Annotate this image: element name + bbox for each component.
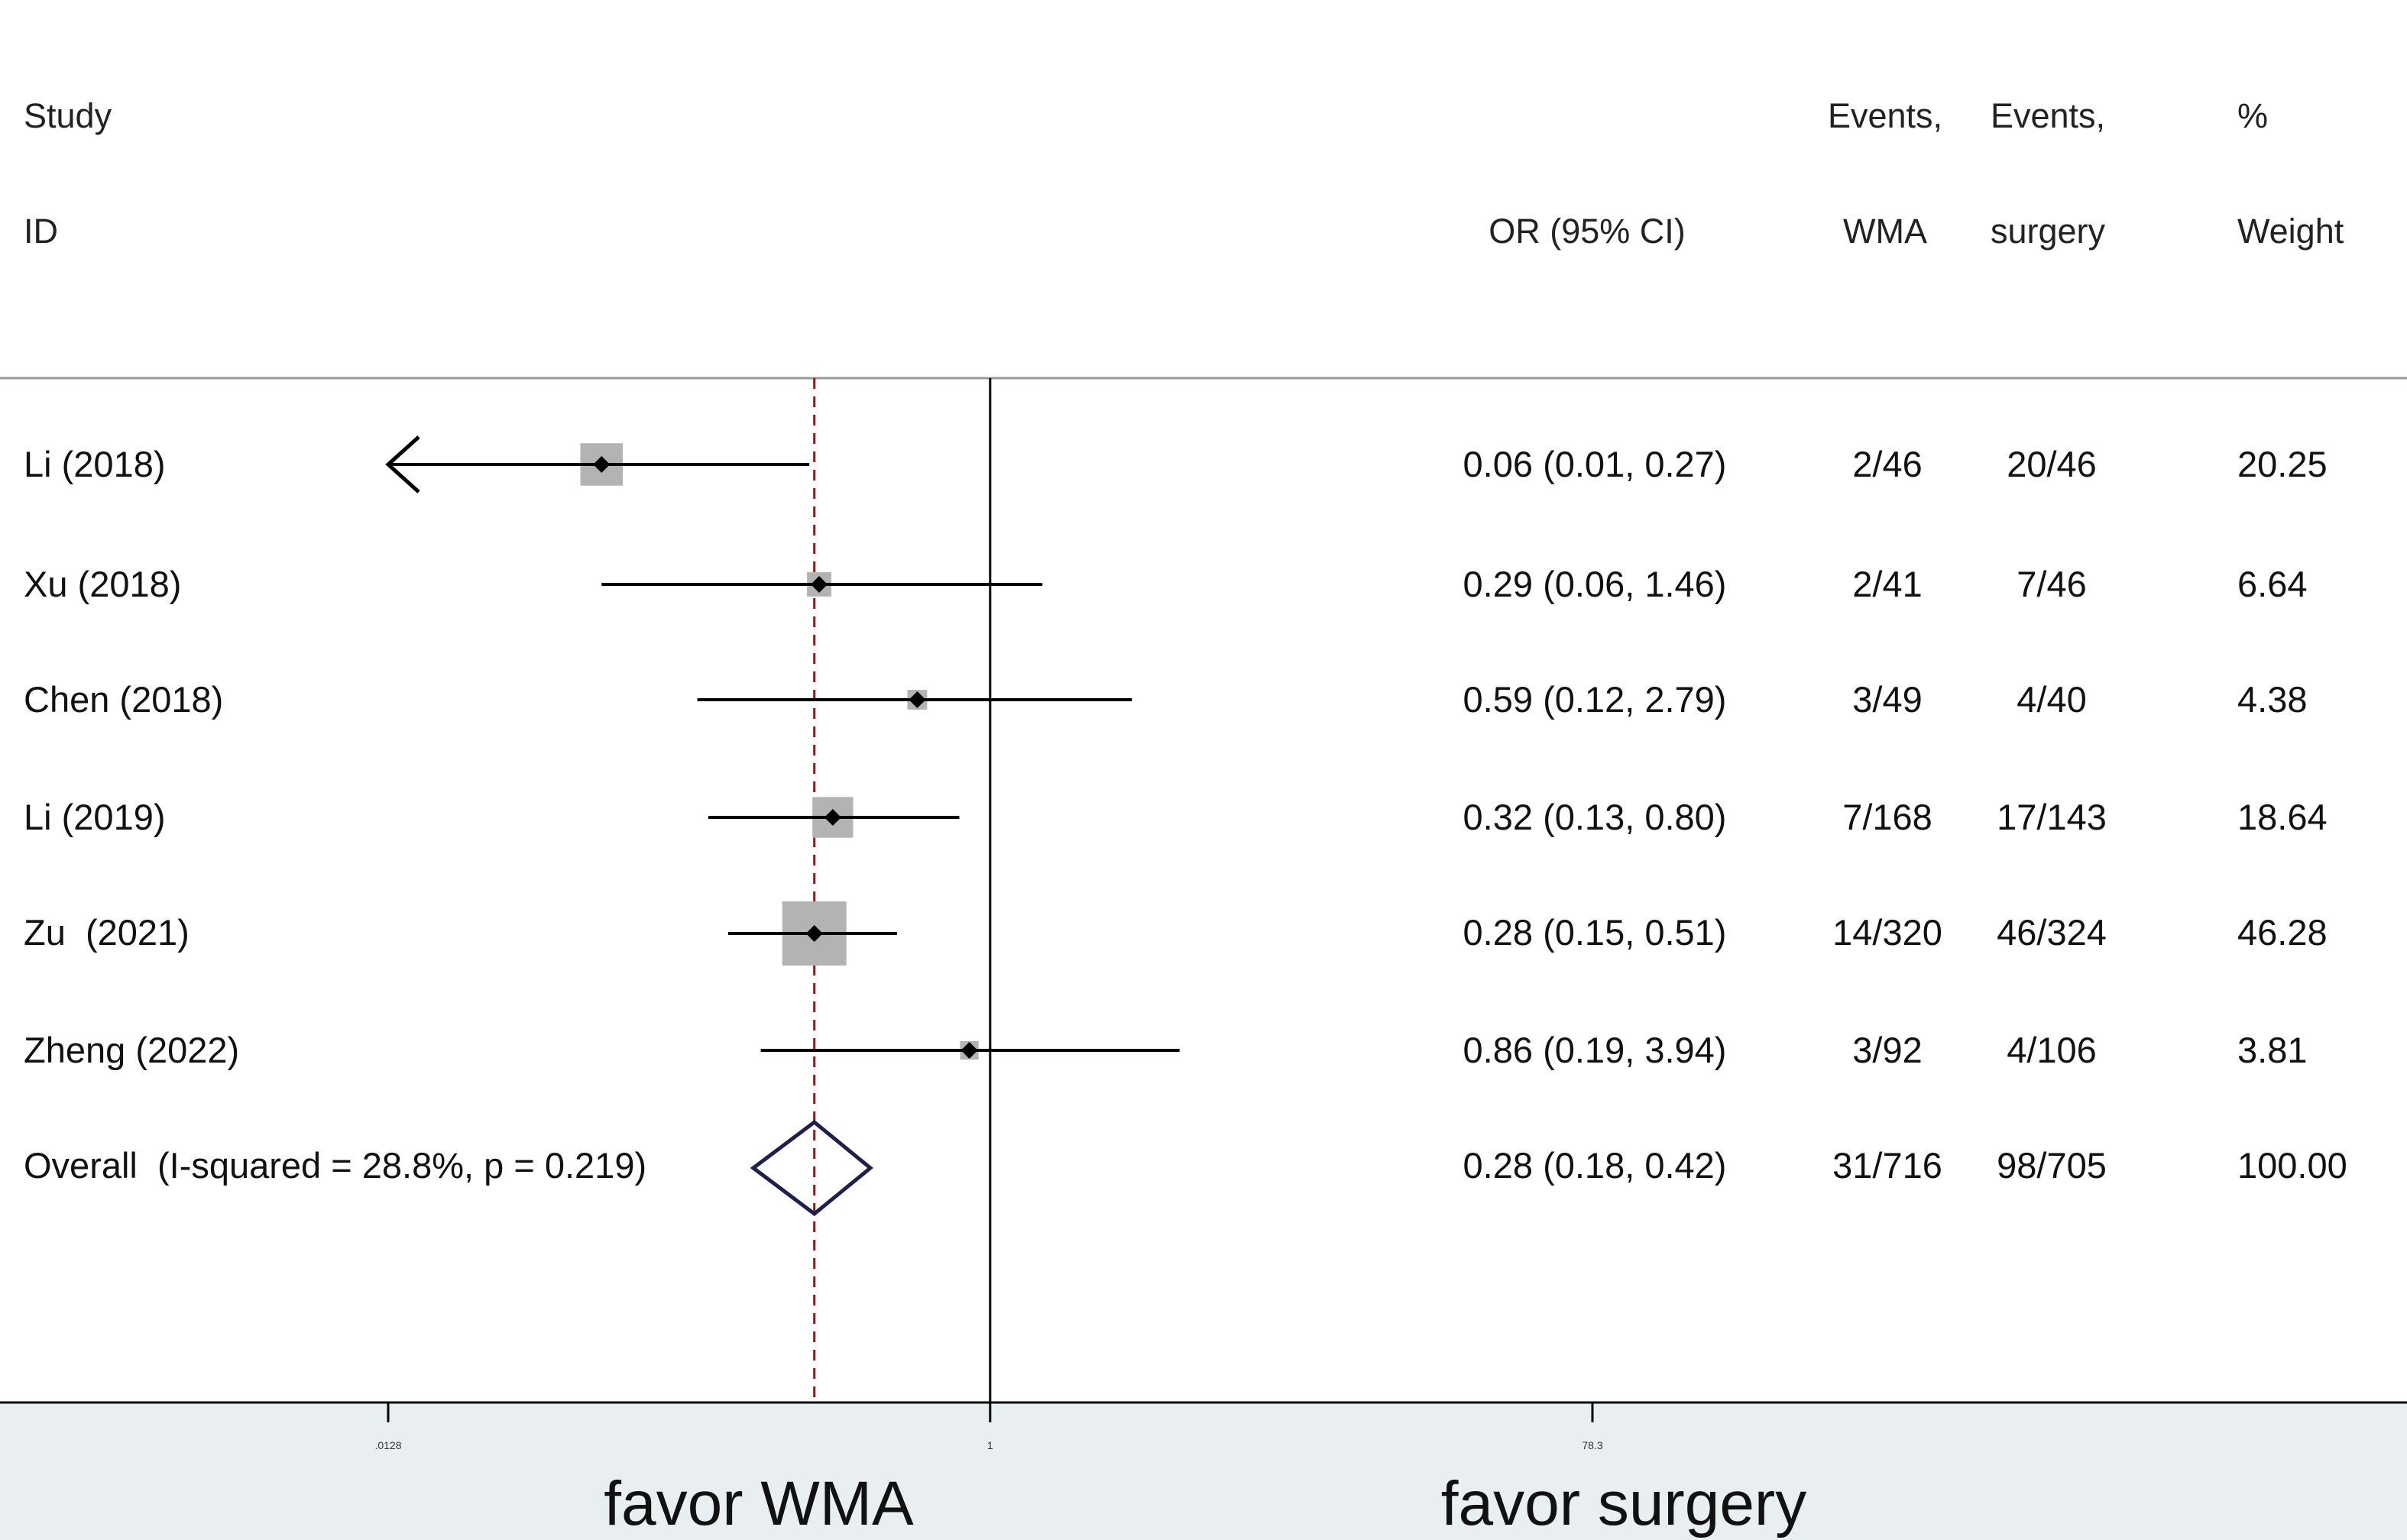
study-weight: 3.81	[2237, 1030, 2307, 1070]
header-weight-2: Weight	[2237, 212, 2344, 251]
study-row: Zheng (2022) 0.86 (0.19, 3.94) 3/92 4/10…	[24, 1030, 2307, 1070]
study-row: Li (2018) 0.06 (0.01, 0.27) 2/46 20/46 2…	[24, 444, 2328, 484]
study-name: Zheng (2022)	[24, 1030, 239, 1070]
header-events-surgery-1: Events,	[1991, 96, 2105, 135]
header-weight-1: %	[2237, 96, 2268, 135]
header-events-surgery-2: surgery	[1991, 212, 2106, 251]
study-events-wma: 3/49	[1852, 679, 1922, 720]
study-or-ci: 0.28 (0.15, 0.51)	[1463, 912, 1727, 953]
study-name: Zu (2021)	[24, 912, 190, 953]
study-name: Li (2018)	[24, 444, 166, 484]
point-estimate	[824, 809, 841, 826]
axis-band	[0, 1402, 2407, 1540]
study-events-surgery: 46/324	[1997, 912, 2107, 953]
x-tick-label: .0128	[374, 1439, 401, 1451]
study-events-wma: 2/41	[1852, 564, 1922, 604]
study-or-ci: 0.86 (0.19, 3.94)	[1463, 1030, 1727, 1070]
study-row: Li (2019) 0.32 (0.13, 0.80) 7/168 17/143…	[24, 797, 2328, 837]
header-id: ID	[24, 212, 58, 251]
overall-or-ci: 0.28 (0.18, 0.42)	[1463, 1145, 1727, 1186]
header-events-wma-1: Events,	[1828, 96, 1942, 135]
ci-arrow-left	[385, 435, 420, 493]
study-row: Zu (2021) 0.28 (0.15, 0.51) 14/320 46/32…	[24, 912, 2328, 953]
overall-row: Overall (I-squared = 28.8%, p = 0.219) 0…	[24, 1145, 2347, 1186]
point-estimate	[805, 925, 823, 942]
study-events-surgery: 17/143	[1997, 797, 2107, 837]
plot-marks: .0128 1 78.3	[0, 378, 2407, 1451]
point-estimate	[811, 576, 828, 593]
point-estimate	[961, 1042, 978, 1059]
study-weight: 6.64	[2237, 564, 2307, 604]
overall-label: Overall (I-squared = 28.8%, p = 0.219)	[24, 1145, 646, 1186]
overall-events-surgery: 98/705	[1997, 1145, 2107, 1186]
header-study: Study	[24, 96, 112, 135]
study-name: Li (2019)	[24, 797, 166, 837]
study-events-wma: 7/168	[1842, 797, 1932, 837]
study-weight: 20.25	[2237, 444, 2328, 484]
x-tick-label: 78.3	[1582, 1439, 1602, 1451]
study-events-wma: 2/46	[1852, 444, 1922, 484]
point-estimate	[593, 456, 611, 473]
study-events-surgery: 20/46	[2007, 444, 2097, 484]
study-or-ci: 0.32 (0.13, 0.80)	[1463, 797, 1727, 837]
study-weight: 18.64	[2237, 797, 2328, 837]
study-name: Xu (2018)	[24, 564, 181, 604]
study-events-wma: 14/320	[1832, 912, 1942, 953]
study-or-ci: 0.29 (0.06, 1.46)	[1463, 564, 1727, 604]
favor-right-label: favor surgery	[1441, 1469, 1807, 1538]
study-events-wma: 3/92	[1852, 1030, 1922, 1070]
study-row: Xu (2018) 0.29 (0.06, 1.46) 2/41 7/46 6.…	[24, 564, 2307, 604]
header-events-wma-2: WMA	[1843, 212, 1927, 251]
study-events-surgery: 7/46	[2017, 564, 2086, 604]
x-tick-label: 1	[987, 1439, 993, 1451]
study-weight: 46.28	[2237, 912, 2328, 953]
study-events-surgery: 4/40	[2017, 679, 2086, 720]
study-row: Chen (2018) 0.59 (0.12, 2.79) 3/49 4/40 …	[24, 679, 2307, 720]
study-weight: 4.38	[2237, 679, 2307, 720]
study-name: Chen (2018)	[24, 679, 223, 720]
study-or-ci: 0.59 (0.12, 2.79)	[1463, 679, 1727, 720]
study-events-surgery: 4/106	[2007, 1030, 2097, 1070]
overall-events-wma: 31/716	[1832, 1145, 1942, 1186]
header-or-ci: OR (95% CI)	[1489, 212, 1686, 251]
study-rows: Li (2018) 0.06 (0.01, 0.27) 2/46 20/46 2…	[24, 444, 2347, 1186]
study-or-ci: 0.06 (0.01, 0.27)	[1463, 444, 1727, 484]
overall-weight: 100.00	[2237, 1145, 2347, 1186]
point-estimate	[909, 691, 926, 708]
overall-diamond	[750, 1119, 873, 1217]
favor-left-label: favor WMA	[604, 1469, 914, 1538]
column-headers: Study ID OR (95% CI) Events, WMA Events,…	[24, 96, 2344, 251]
